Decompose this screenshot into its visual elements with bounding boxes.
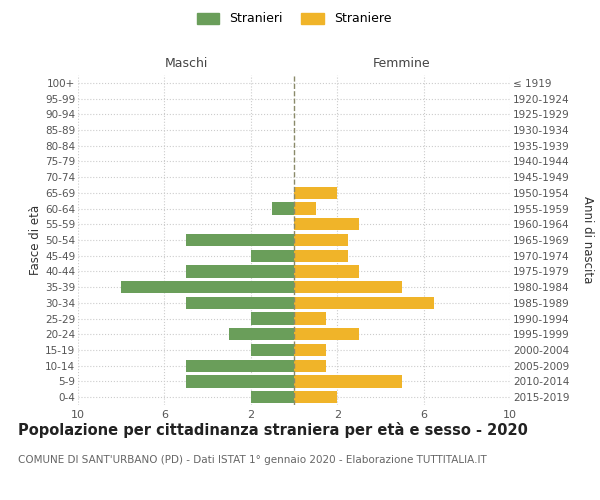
Bar [186,234,294,246]
Bar [186,360,294,372]
Text: COMUNE DI SANT'URBANO (PD) - Dati ISTAT 1° gennaio 2020 - Elaborazione TUTTITALI: COMUNE DI SANT'URBANO (PD) - Dati ISTAT … [18,455,487,465]
Bar [186,266,294,278]
Bar [186,296,294,309]
Bar [294,344,326,356]
Legend: Stranieri, Straniere: Stranieri, Straniere [193,8,395,29]
Bar [294,250,348,262]
Bar [294,391,337,404]
Bar [251,250,294,262]
Bar [294,186,337,199]
Bar [251,391,294,404]
Bar [294,202,316,214]
Bar [251,344,294,356]
Bar [294,328,359,340]
Bar [121,281,294,293]
Text: Popolazione per cittadinanza straniera per età e sesso - 2020: Popolazione per cittadinanza straniera p… [18,422,528,438]
Bar [186,376,294,388]
Bar [229,328,294,340]
Bar [251,312,294,324]
Y-axis label: Fasce di età: Fasce di età [29,205,42,275]
Text: Femmine: Femmine [373,58,431,70]
Bar [294,218,359,230]
Text: Maschi: Maschi [164,58,208,70]
Bar [294,266,359,278]
Bar [294,296,434,309]
Bar [294,376,402,388]
Bar [294,360,326,372]
Bar [272,202,294,214]
Y-axis label: Anni di nascita: Anni di nascita [581,196,593,284]
Bar [294,281,402,293]
Bar [294,234,348,246]
Bar [294,312,326,324]
